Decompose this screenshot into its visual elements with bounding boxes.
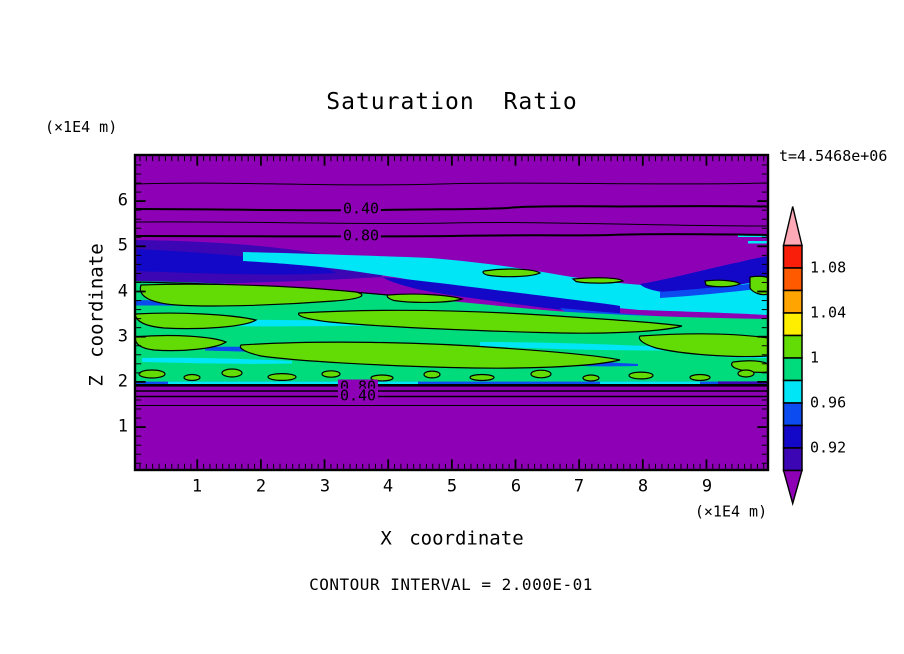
colorbar-segment-orange_red — [782, 267, 803, 292]
fringe-patch — [267, 373, 297, 382]
colorbar-label-1.04: 1.04 — [810, 303, 847, 322]
colorbar-arrow-bottom — [782, 469, 803, 507]
fringe-patch — [737, 369, 755, 378]
fringe-patch — [321, 370, 341, 378]
fringe-patch — [689, 373, 711, 382]
lower-contour-lines — [135, 383, 768, 406]
patch-bottom-right — [638, 333, 769, 358]
colorbar-arrow-top — [782, 206, 803, 247]
base-cyan-dash-1 — [168, 381, 418, 384]
band-navy-left — [137, 249, 336, 275]
x-tick-label-7: 7 — [573, 476, 585, 497]
fringe-patch — [423, 370, 441, 379]
fringe-patch — [530, 369, 552, 379]
colorbar-segment-green — [782, 334, 803, 359]
contour-label-080-upper: 0.80 — [340, 226, 382, 245]
colorbar-boxes — [782, 244, 803, 472]
patch-in-cyan-1 — [482, 268, 542, 278]
patch-mid-wide — [297, 309, 683, 334]
patch-left-lower — [134, 334, 228, 352]
x-tick-label-5: 5 — [446, 476, 458, 497]
cyan-streak-c — [142, 357, 292, 364]
colorbar-segment-indigo — [782, 447, 803, 472]
contour-interval-note: CONTOUR INTERVAL = 2.000E-01 — [309, 575, 593, 594]
x-tick-label-8: 8 — [637, 476, 649, 497]
contour-line-040-upper — [134, 205, 769, 212]
fringe-patch — [628, 371, 654, 380]
layer-base-strip — [135, 381, 768, 384]
fringe-patch — [469, 373, 495, 382]
cyan-dash-topright-2 — [748, 241, 768, 244]
patch-in-cyan-2 — [571, 277, 625, 284]
fringe-patch — [221, 368, 243, 378]
x-axis-label: X coordinate — [380, 527, 524, 550]
colorbar-segment-orange — [782, 289, 803, 314]
x-tick-label-6: 6 — [510, 476, 522, 497]
contour-label-040-upper: 0.40 — [340, 199, 382, 218]
fringe-patch — [183, 373, 201, 382]
y-tick-label-1: 1 — [117, 416, 128, 437]
patch-in-cyan-3 — [704, 279, 742, 288]
patch-bottom-middle — [239, 341, 621, 369]
base-indigo-dash — [718, 381, 768, 384]
y-tick-label-4: 4 — [117, 281, 128, 302]
plot-frame — [133, 153, 770, 472]
x-axis-unit: (×1E4 m) — [694, 502, 768, 521]
band-blue-right-edge — [660, 282, 768, 298]
time-annotation: t=4.5468e+06 — [779, 147, 888, 165]
axis-ticks — [136, 156, 767, 469]
cyan-streak-b — [480, 342, 688, 351]
y-tick-label-3: 3 — [117, 326, 128, 347]
patch-small-1 — [386, 293, 464, 304]
supersaturated-patches — [134, 268, 769, 382]
y-tick-label-2: 2 — [117, 371, 128, 392]
contour-label-040-lower: 0.40 — [337, 386, 379, 405]
x-tick-label-9: 9 — [701, 476, 713, 497]
upper-contour-lines — [134, 182, 769, 238]
colorbar-label-1: 1 — [810, 348, 820, 367]
contour-line-080-upper — [134, 233, 769, 238]
fringe-patch — [138, 369, 166, 379]
contour-line-060-upper — [134, 221, 769, 227]
y-tick-label-5: 5 — [117, 235, 128, 256]
plot-title: Saturation Ratio — [326, 89, 578, 115]
x-tick-label-4: 4 — [382, 476, 394, 497]
patch-left-mid — [134, 312, 258, 330]
y-axis-label: Z coordinate — [85, 243, 108, 387]
colorbar-segment-cyan — [782, 379, 803, 404]
band-navy-middle — [382, 277, 620, 316]
x-tick-label-2: 2 — [255, 476, 267, 497]
base-cyan-dash-2 — [600, 381, 700, 384]
colorbar-segment-blue — [782, 402, 803, 427]
x-tick-label-1: 1 — [191, 476, 203, 497]
contour-line-020-upper — [134, 182, 769, 186]
colorbar — [782, 206, 803, 507]
colorbar-segment-yellow — [782, 312, 803, 337]
band-cyan-main — [243, 252, 768, 315]
y-axis-unit: (×1E4 m) — [45, 118, 118, 136]
x-tick-label-3: 3 — [319, 476, 331, 497]
colorbar-label-0.96: 0.96 — [810, 393, 847, 412]
colorbar-label-0.92: 0.92 — [810, 438, 847, 457]
colorbar-segment-spring_green — [782, 357, 803, 382]
y-tick-label-6: 6 — [117, 190, 128, 211]
fringe-patch — [582, 374, 600, 382]
colorbar-segment-navy — [782, 424, 803, 449]
patch-upper-left — [139, 283, 363, 307]
colorbar-label-1.08: 1.08 — [810, 258, 847, 277]
colorbar-segment-red — [782, 244, 803, 269]
base-blue-strip — [135, 381, 768, 384]
